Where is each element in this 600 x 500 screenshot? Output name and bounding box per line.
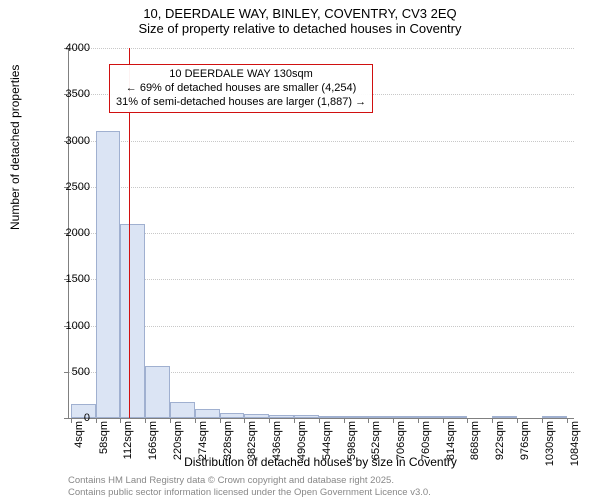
histogram-bar <box>145 366 170 418</box>
x-tick-label: 166sqm <box>147 421 159 481</box>
x-tick-label: 760sqm <box>420 421 432 481</box>
histogram-bar <box>96 131 121 418</box>
title-block: 10, DEERDALE WAY, BINLEY, COVENTRY, CV3 … <box>0 0 600 36</box>
grid-line <box>69 48 574 49</box>
x-tick-mark <box>269 418 270 423</box>
histogram-bar <box>170 402 195 418</box>
x-tick-mark <box>393 418 394 423</box>
plot-area: 4sqm58sqm112sqm166sqm220sqm274sqm328sqm3… <box>68 48 574 419</box>
chart-title-line1: 10, DEERDALE WAY, BINLEY, COVENTRY, CV3 … <box>0 6 600 21</box>
y-tick-label: 1000 <box>50 320 90 332</box>
histogram-bar <box>195 409 220 418</box>
histogram-bar <box>393 416 418 418</box>
x-tick-mark <box>195 418 196 423</box>
x-axis-label: Distribution of detached houses by size … <box>68 455 573 469</box>
chart-container: 10, DEERDALE WAY, BINLEY, COVENTRY, CV3 … <box>0 0 600 500</box>
x-tick-mark <box>96 418 97 423</box>
annotation-line3: 31% of semi-detached houses are larger (… <box>116 96 366 110</box>
y-tick-label: 3000 <box>50 135 90 147</box>
x-tick-label: 652sqm <box>370 421 382 481</box>
y-tick-label: 1500 <box>50 273 90 285</box>
y-tick-label: 2000 <box>50 227 90 239</box>
histogram-bar <box>294 415 319 418</box>
x-tick-label: 328sqm <box>222 421 234 481</box>
x-tick-label: 220sqm <box>172 421 184 481</box>
histogram-bar <box>344 416 369 418</box>
x-tick-label: 544sqm <box>321 421 333 481</box>
x-tick-label: 1084sqm <box>569 421 581 481</box>
histogram-bar <box>319 416 344 418</box>
grid-line <box>69 141 574 142</box>
y-tick-label: 4000 <box>50 42 90 54</box>
histogram-bar <box>244 414 269 418</box>
x-tick-label: 490sqm <box>296 421 308 481</box>
y-tick-label: 0 <box>50 412 90 424</box>
x-tick-label: 1030sqm <box>544 421 556 481</box>
x-tick-label: 4sqm <box>73 421 85 481</box>
x-tick-mark <box>220 418 221 423</box>
x-tick-label: 706sqm <box>395 421 407 481</box>
histogram-bar <box>368 416 393 418</box>
x-tick-label: 922sqm <box>494 421 506 481</box>
x-tick-label: 814sqm <box>445 421 457 481</box>
x-tick-mark <box>344 418 345 423</box>
footer-line1: Contains HM Land Registry data © Crown c… <box>68 475 431 486</box>
y-tick-label: 500 <box>50 366 90 378</box>
x-tick-label: 436sqm <box>271 421 283 481</box>
histogram-bar <box>542 416 567 418</box>
x-tick-label: 382sqm <box>246 421 258 481</box>
histogram-bar <box>443 416 468 418</box>
x-tick-mark <box>517 418 518 423</box>
x-tick-mark <box>443 418 444 423</box>
x-tick-label: 274sqm <box>197 421 209 481</box>
annotation-line2: ← 69% of detached houses are smaller (4,… <box>116 82 366 96</box>
chart-title-line2: Size of property relative to detached ho… <box>0 21 600 36</box>
x-tick-mark <box>294 418 295 423</box>
annotation-box: 10 DEERDALE WAY 130sqm ← 69% of detached… <box>109 64 373 113</box>
histogram-bar <box>418 416 443 418</box>
footer: Contains HM Land Registry data © Crown c… <box>68 475 431 498</box>
histogram-bar <box>220 413 245 418</box>
y-tick-label: 3500 <box>50 88 90 100</box>
x-tick-label: 112sqm <box>122 421 134 481</box>
annotation-line1: 10 DEERDALE WAY 130sqm <box>116 68 366 82</box>
x-tick-mark <box>567 418 568 423</box>
x-tick-mark <box>170 418 171 423</box>
histogram-bar <box>492 416 517 418</box>
histogram-bar <box>120 224 145 418</box>
footer-line2: Contains public sector information licen… <box>68 487 431 498</box>
x-tick-label: 976sqm <box>519 421 531 481</box>
y-axis-label: Number of detached properties <box>8 65 22 230</box>
x-tick-label: 598sqm <box>346 421 358 481</box>
x-tick-mark <box>418 418 419 423</box>
x-tick-label: 868sqm <box>469 421 481 481</box>
grid-line <box>69 187 574 188</box>
histogram-bar <box>269 415 294 418</box>
y-tick-label: 2500 <box>50 181 90 193</box>
x-tick-mark <box>319 418 320 423</box>
x-tick-label: 58sqm <box>98 421 110 481</box>
x-tick-mark <box>542 418 543 423</box>
